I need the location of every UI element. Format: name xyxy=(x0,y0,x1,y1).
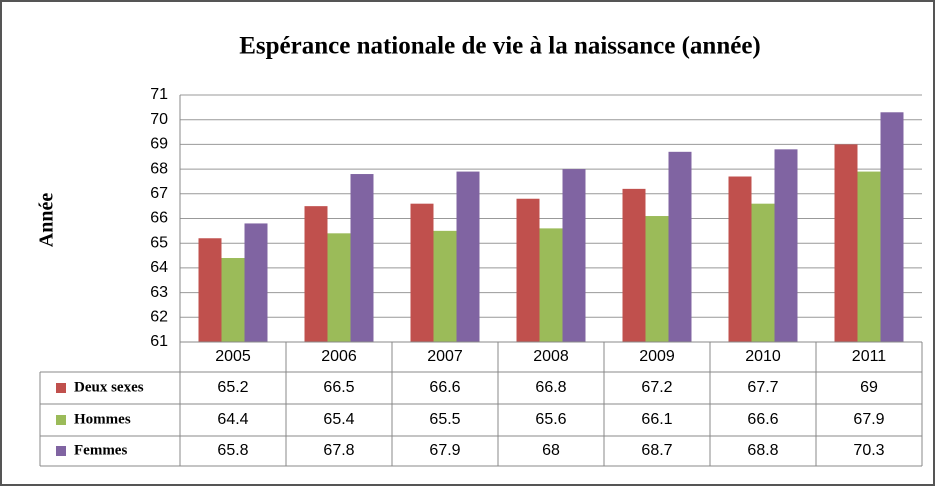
chart-title: Espérance nationale de vie à la naissanc… xyxy=(239,33,761,60)
x-tick-label: 2009 xyxy=(639,348,675,365)
bar xyxy=(751,203,775,342)
legend-key xyxy=(56,415,66,425)
bar xyxy=(857,171,881,342)
table-value: 69 xyxy=(860,379,878,396)
table-value: 65.4 xyxy=(323,411,354,428)
legend-label: Deux sexes xyxy=(74,379,144,395)
bar xyxy=(562,169,586,342)
y-tick-label: 61 xyxy=(150,333,168,350)
bar xyxy=(327,233,351,342)
x-tick-label: 2006 xyxy=(321,348,357,365)
bar xyxy=(539,228,563,342)
y-tick-label: 63 xyxy=(150,284,168,301)
table-value: 67.7 xyxy=(747,379,778,396)
y-tick-label: 70 xyxy=(150,111,168,128)
x-tick-label: 2008 xyxy=(533,348,569,365)
y-tick-label: 65 xyxy=(150,234,168,251)
y-tick-label: 68 xyxy=(150,160,168,177)
table-value: 65.5 xyxy=(429,411,460,428)
y-tick-label: 62 xyxy=(150,309,168,326)
bar xyxy=(622,188,646,342)
table-value: 66.5 xyxy=(323,379,354,396)
y-tick-label: 71 xyxy=(150,86,168,103)
legend-label: Femmes xyxy=(74,442,127,458)
table-value: 66.8 xyxy=(535,379,566,396)
bar xyxy=(198,238,222,342)
table-value: 66.6 xyxy=(747,411,778,428)
y-tick-label: 67 xyxy=(150,185,168,202)
bar xyxy=(221,258,245,342)
bar xyxy=(728,176,752,342)
legend-key xyxy=(56,446,66,456)
y-axis-label: Année xyxy=(36,193,58,248)
legend-key xyxy=(56,383,66,393)
bar xyxy=(880,112,904,342)
bar xyxy=(433,230,457,342)
table-value: 68.8 xyxy=(747,442,778,459)
y-tick-label: 66 xyxy=(150,210,168,227)
table-value: 66.1 xyxy=(641,411,672,428)
bar xyxy=(244,223,268,342)
bar xyxy=(774,149,798,342)
table-value: 65.6 xyxy=(535,411,566,428)
bar xyxy=(456,171,480,342)
bar xyxy=(304,206,328,342)
table-value: 67.9 xyxy=(429,442,460,459)
y-tick-label: 64 xyxy=(150,259,168,276)
table-value: 66.6 xyxy=(429,379,460,396)
table-value: 65.8 xyxy=(217,442,248,459)
table-value: 68.7 xyxy=(641,442,672,459)
table-value: 68 xyxy=(542,442,560,459)
bar xyxy=(516,198,540,342)
x-tick-label: 2011 xyxy=(852,348,887,365)
legend-label: Hommes xyxy=(74,411,131,427)
table-value: 70.3 xyxy=(853,442,884,459)
x-tick-label: 2010 xyxy=(745,348,781,365)
bar xyxy=(668,151,692,342)
y-tick-label: 69 xyxy=(150,136,168,153)
bar xyxy=(834,144,858,342)
bar xyxy=(350,174,374,342)
table-value: 67.9 xyxy=(853,411,884,428)
x-tick-label: 2005 xyxy=(215,348,251,365)
table-value: 65.2 xyxy=(217,379,248,396)
table-value: 67.2 xyxy=(641,379,672,396)
table-value: 64.4 xyxy=(217,411,248,428)
table-value: 67.8 xyxy=(323,442,354,459)
bar xyxy=(410,203,434,342)
bar xyxy=(645,216,669,342)
x-tick-label: 2007 xyxy=(427,348,463,365)
